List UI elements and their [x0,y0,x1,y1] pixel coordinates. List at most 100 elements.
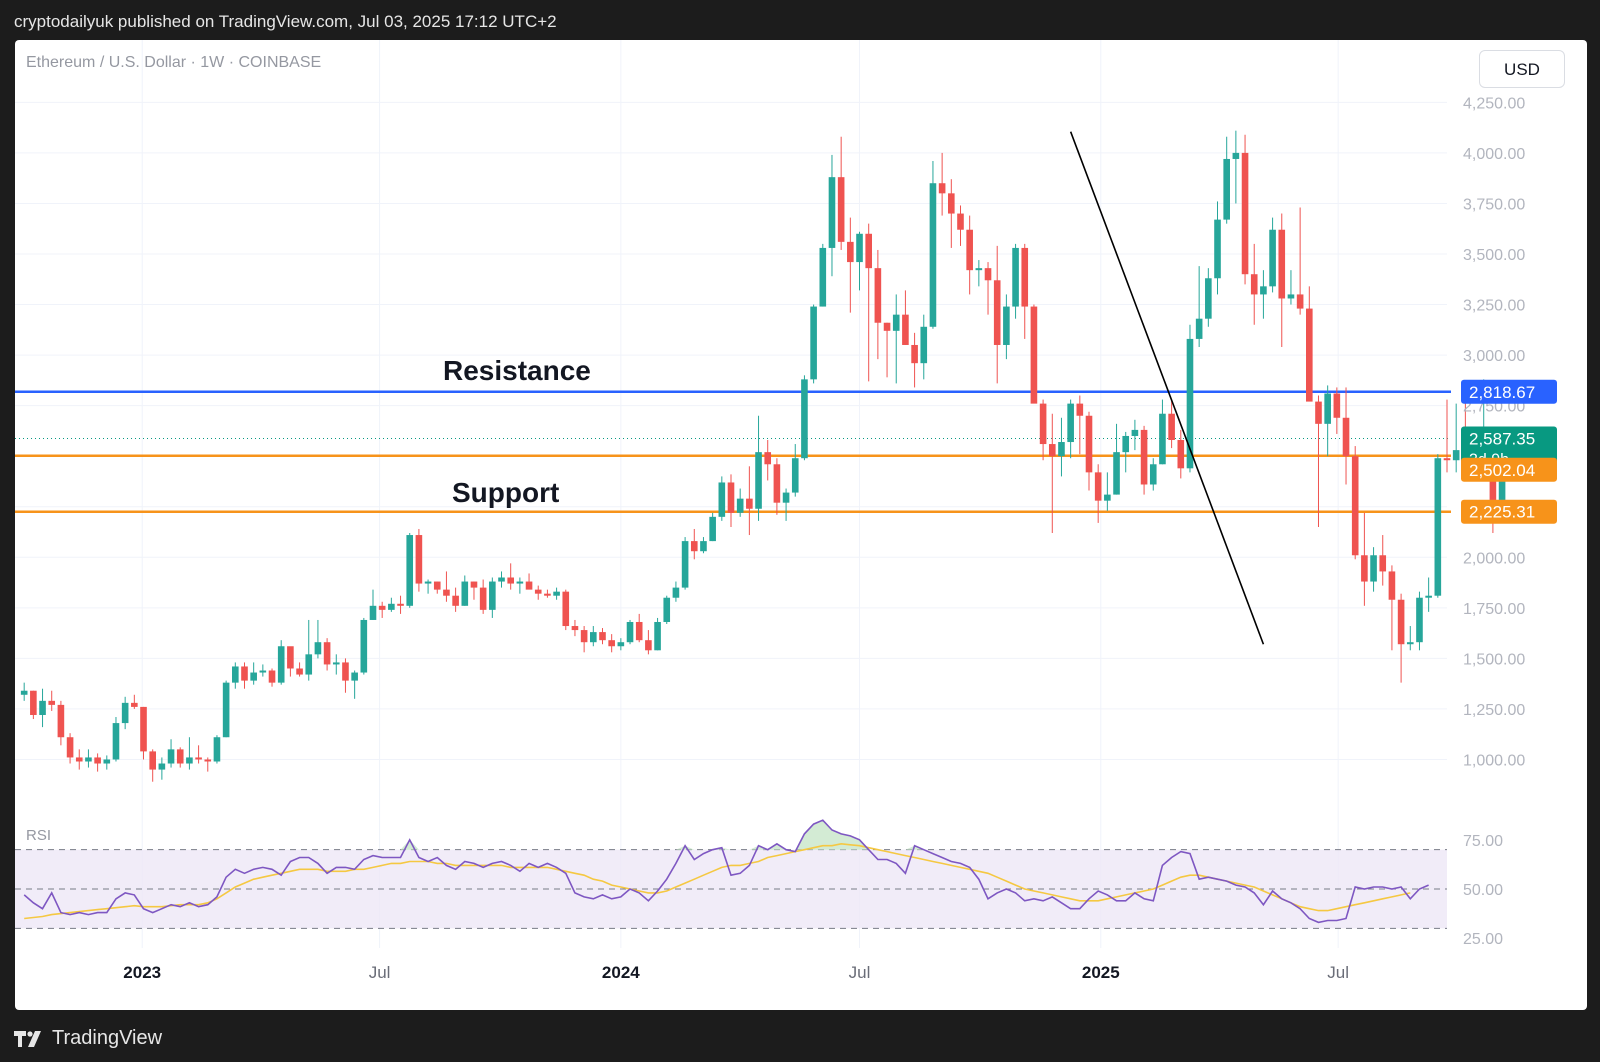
candle-body [342,662,349,681]
candle-body [250,672,257,681]
candle-body [176,749,184,764]
tradingview-logo[interactable]: TradingView [14,1027,162,1050]
publisher-line: cryptodailyuk published on TradingView.c… [14,12,557,31]
candle [948,179,955,248]
candle-body [213,737,221,762]
candle-body [1315,401,1322,424]
candle-body [1443,458,1451,461]
candle [1278,213,1286,348]
symbol-title: Ethereum / U.S. Dollar · 1W · COINBASE [26,54,321,71]
candle [1122,431,1130,473]
candle [819,243,827,307]
candle-body [1094,472,1102,501]
candle-body [1058,442,1065,457]
rsi-overbought-fill [675,845,695,850]
footer-bar: TradingView [0,1010,1600,1062]
candle-body [433,581,441,590]
candle-body [360,619,368,673]
candle-body [131,702,138,707]
candle-body [1232,152,1240,159]
candle-body [30,690,37,715]
candle-body [259,670,267,673]
chart-canvas[interactable]: 25.00 50.00 75.00 1,000.00 1,250.00 1,500.00… [15,40,1587,1010]
candle [709,512,716,542]
candle [957,205,964,246]
candle [1195,266,1203,348]
y-tick-label: 3,000.00 [1463,348,1525,365]
candle [250,662,257,685]
candle [1287,270,1295,305]
candle-body [1067,403,1074,443]
candle-body [663,597,671,622]
candle [718,476,726,521]
candle-body [332,662,340,665]
candle [782,488,790,521]
candle [874,249,882,360]
y-tick-label: 4,000.00 [1463,146,1525,163]
chart-panel[interactable]: 25.00 50.00 75.00 1,000.00 1,250.00 1,500.00… [15,40,1587,1010]
candle-body [406,535,414,606]
candle [1021,243,1029,339]
candle [167,739,175,768]
candle [241,662,248,689]
candle-body [929,183,937,327]
candle-body [1324,393,1331,424]
candle-body [1085,415,1093,473]
candle-body [241,666,248,681]
candle [672,581,680,602]
candle [1094,464,1102,523]
candle-body [1149,464,1157,485]
candle [654,617,661,651]
candle-body [975,268,983,271]
candle-body [507,577,514,584]
candle [764,440,772,481]
candle-body [1296,294,1304,309]
candle [20,682,28,701]
candle-body [580,630,588,643]
candle-body [443,589,450,596]
candle [626,619,634,645]
candle [75,749,83,770]
candle [332,654,340,675]
y-tick-label: 3,250.00 [1463,298,1525,315]
candle-body [85,757,92,762]
rsi-ma-line [24,842,1411,920]
candle-body [746,498,753,509]
candle-body [1048,444,1056,457]
candle-body [1104,494,1111,501]
rsi-label: RSI [26,827,51,844]
candle [85,749,92,768]
candle-body [1076,403,1084,416]
candle-body [94,757,101,764]
candle [397,595,404,614]
y-tick-label: 3,500.00 [1463,247,1525,264]
support-lower-price-badge: 2,225.31 [1461,499,1557,524]
candle-body [452,595,459,606]
candle [929,160,937,329]
candle-body [498,577,505,582]
candle [1030,304,1038,404]
candle [479,579,487,614]
candle-body [1278,229,1286,299]
candle-body [1039,403,1047,445]
candle [1140,425,1148,495]
candle-body [140,706,147,752]
candle [1324,385,1331,457]
candle-body [727,482,735,513]
candle-body [984,268,992,281]
y-tick-label: 1,500.00 [1463,651,1525,668]
candle-body [1452,450,1460,461]
candle [938,152,946,216]
candle [1443,399,1451,473]
support-annotation: Support [452,477,559,508]
candle [277,640,285,685]
support-lower-price-badge-value: 2,225.31 [1469,503,1535,522]
candle-body [1260,286,1267,295]
candle [204,757,212,772]
candle [259,664,267,677]
candle-body [489,581,496,610]
candle-body [1342,417,1350,457]
candle-body [1168,413,1175,441]
candle [232,662,239,689]
currency-button[interactable]: USD [1479,50,1565,88]
